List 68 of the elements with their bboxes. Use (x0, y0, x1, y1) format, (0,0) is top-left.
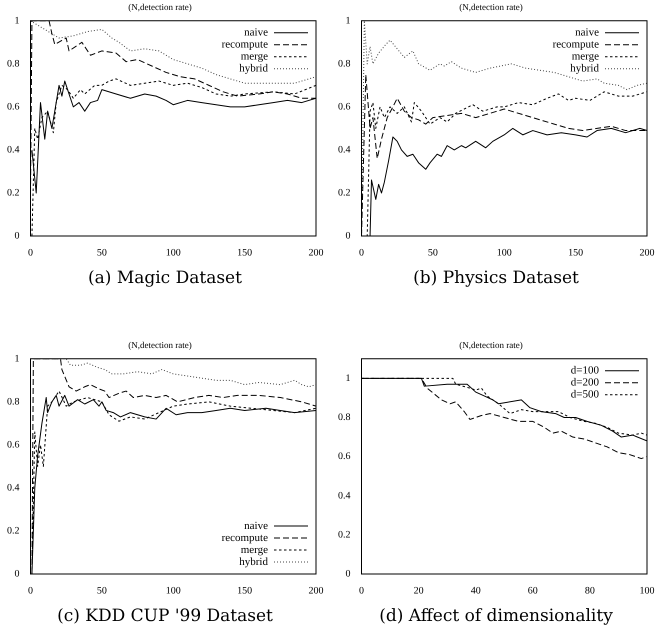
y-tick-label: 0.8 (338, 58, 350, 70)
x-tick-label: 100 (496, 248, 512, 259)
legend-label: recompute (552, 38, 600, 51)
x-tick-label: 100 (640, 586, 654, 597)
y-tick-label: 1 (346, 372, 350, 384)
y-tick-label: 1 (346, 15, 350, 26)
y-tick-label: 0.8 (7, 58, 20, 70)
legend-label: hybrid (239, 556, 268, 568)
legend-label: merge (240, 50, 268, 63)
x-tick-label: 200 (308, 586, 324, 597)
y-tick-label: 1 (14, 15, 20, 26)
x-tick-label: 20 (414, 586, 424, 597)
x-tick-label: 0 (359, 248, 364, 259)
text: (a) Magic Dataset (87, 268, 243, 288)
y-tick-label: 0.2 (7, 526, 20, 537)
chart-title: (N,detection rate) (128, 2, 192, 12)
legend-label: hybrid (239, 62, 268, 75)
x-tick-label: 200 (308, 248, 324, 259)
y-tick-label: 0.4 (338, 144, 350, 156)
y-tick-label: 0 (346, 568, 350, 580)
legend-label: d=200 (570, 376, 600, 389)
legend-label: hybrid (570, 62, 600, 75)
text: (b) Physics Dataset (412, 268, 580, 288)
y-tick-label: 0.8 (338, 412, 350, 424)
x-tick-label: 0 (359, 586, 364, 597)
x-tick-label: 0 (28, 586, 33, 597)
y-tick-label: 0.6 (7, 102, 20, 113)
legend-label: naive (575, 26, 600, 39)
y-tick-label: 0.2 (338, 188, 350, 199)
x-tick-label: 150 (237, 586, 252, 597)
legend-label: merge (240, 544, 268, 556)
y-tick-label: 0.8 (7, 396, 20, 408)
y-tick-label: 0 (14, 230, 20, 242)
legend-label: recompute (222, 38, 268, 51)
y-tick-label: 0.2 (7, 188, 20, 199)
x-tick-label: 150 (568, 248, 584, 259)
x-tick-label: 80 (584, 586, 595, 597)
x-tick-label: 40 (470, 586, 481, 597)
y-tick-label: 0.6 (7, 440, 20, 451)
y-tick-label: 0 (346, 230, 350, 242)
text: (d) Affect of dimensionality (378, 606, 614, 626)
y-tick-label: 0.2 (338, 530, 350, 540)
x-tick-label: 50 (96, 248, 107, 259)
x-tick-label: 100 (166, 248, 181, 259)
x-tick-label: 150 (237, 248, 252, 259)
x-tick-label: 50 (96, 586, 107, 597)
y-tick-label: 0.6 (338, 451, 350, 462)
y-tick-label: 1 (14, 353, 20, 364)
x-tick-label: 50 (428, 248, 438, 259)
legend-label: d=500 (570, 388, 600, 401)
y-tick-label: 0 (14, 568, 20, 580)
x-tick-label: 0 (28, 248, 33, 259)
legend-label: naive (244, 26, 268, 39)
legend-label: merge (572, 50, 600, 63)
y-tick-label: 0.6 (338, 102, 350, 113)
chart-title: (N,detection rate) (459, 2, 523, 12)
text: (c) KDD CUP '99 Dataset (56, 606, 274, 626)
chart-title: (N,detection rate) (128, 340, 192, 350)
legend-label: recompute (222, 532, 268, 544)
y-tick-label: 0.4 (7, 482, 20, 494)
x-tick-label: 100 (166, 586, 181, 597)
legend-label: naive (244, 520, 268, 532)
x-tick-label: 200 (640, 248, 654, 259)
y-tick-label: 0.4 (7, 144, 20, 156)
chart-title: (N,detection rate) (459, 340, 523, 350)
legend-label: d=100 (570, 364, 600, 377)
x-tick-label: 60 (528, 586, 538, 597)
y-tick-label: 0.4 (338, 490, 350, 502)
